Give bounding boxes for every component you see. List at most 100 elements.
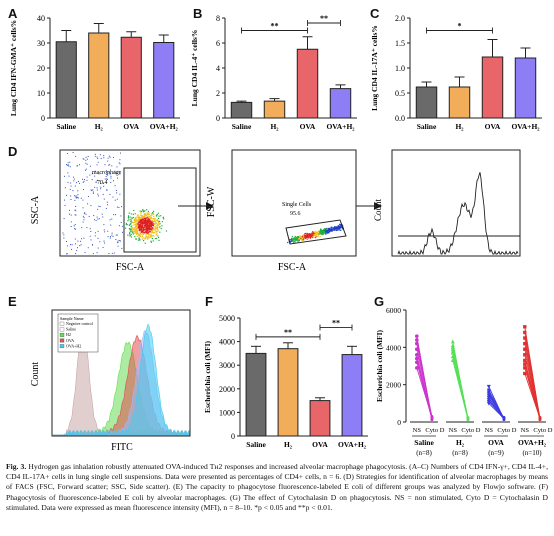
group-n-label: (n=9): [488, 449, 504, 457]
data-point: [415, 356, 419, 361]
x-tick-label: H₂: [284, 440, 293, 449]
bar: [448, 86, 471, 119]
paired-line: [416, 367, 433, 418]
y-axis-label: Lung CD4 IL-17A⁺ cells%: [370, 25, 379, 111]
panel-label-f: F: [205, 294, 213, 309]
caption-figure-number: Fig. 3.: [6, 462, 27, 471]
data-point: [523, 325, 527, 329]
bar: [88, 32, 110, 119]
y-tick-label: 6000: [386, 306, 401, 315]
y-tick-label: 20: [37, 64, 45, 73]
legend-label: Saline: [66, 327, 76, 332]
group-label: OVA: [488, 438, 504, 447]
bar: [245, 352, 267, 437]
dot1-xlabel: FSC-A: [116, 262, 145, 273]
gate-label-macrophage: macrophage: [92, 170, 122, 176]
dot2-xlabel: FSC-A: [278, 262, 307, 273]
dot-plot-single-cells: Single Cells 95.6 FSC-W FSC-A: [206, 149, 357, 273]
x-tick-label: OVA: [312, 440, 328, 449]
bar: [415, 86, 438, 119]
chart-c: 0.0 0.5 1.0 1.5 2.0 Saline H₂ OVA OVA+H₂ * Lung CD…: [370, 14, 542, 131]
significance-label: *: [458, 22, 462, 31]
data-point: [502, 417, 506, 420]
bar: [329, 88, 352, 119]
x-tick-label: OVA: [300, 122, 316, 131]
legend-swatch: [59, 327, 65, 332]
legend-swatch: [59, 321, 65, 326]
data-point: [415, 347, 419, 351]
bar: [341, 354, 363, 437]
y-tick-label: 2: [216, 89, 220, 98]
data-point: [523, 336, 527, 340]
x-tick-label: H₂: [270, 122, 279, 131]
legend-swatch: [59, 333, 65, 337]
data-point: [415, 360, 419, 365]
significance-label: **: [284, 328, 292, 337]
significance-label: **: [332, 318, 340, 327]
x-sub-label: Cyto D: [497, 427, 516, 434]
y-tick-label: 0: [397, 418, 401, 427]
x-tick-label: OVA+H₂: [150, 122, 179, 131]
group-n-label: (n=10): [522, 449, 542, 457]
group-label: OVA+H₂: [518, 438, 547, 447]
e-xlabel: FITC: [111, 442, 133, 453]
y-tick-label: 6: [216, 39, 220, 48]
group-n-label: (n=8): [452, 449, 468, 457]
y-tick-label: 1.5: [395, 39, 405, 48]
x-sub-label: Cyto D: [533, 427, 552, 434]
x-tick-label: Saline: [417, 122, 437, 131]
legend-label: OVA+H2: [66, 343, 81, 348]
data-point: [523, 358, 527, 363]
bar: [296, 48, 319, 119]
data-point: [415, 334, 419, 338]
paired-line: [416, 349, 433, 417]
x-tick-label: OVA: [123, 122, 139, 131]
data-point: [415, 353, 419, 357]
bar: [263, 100, 286, 119]
x-sub-label: Cyto D: [461, 427, 480, 434]
paired-line: [524, 354, 541, 418]
histogram-panel: Count: [373, 149, 521, 257]
y-tick-label: 1.0: [395, 64, 405, 73]
data-point: [466, 416, 470, 419]
group-label: Saline: [414, 438, 434, 447]
dot2-ylabel: FSC-W: [206, 186, 217, 217]
hist-ylabel: Count: [373, 199, 383, 222]
data-point: [523, 353, 527, 357]
x-tick-label: Saline: [246, 440, 266, 449]
legend-title: Sample Name: [60, 316, 84, 321]
y-tick-label: 0: [231, 432, 235, 441]
gate-value-single: 95.6: [290, 211, 301, 217]
paired-line: [488, 401, 505, 418]
gate-value-macrophage: 70.4: [97, 180, 108, 186]
bar: [309, 400, 331, 437]
histogram-curve: [53, 323, 190, 437]
data-point: [486, 401, 491, 406]
y-tick-label: 4000: [386, 343, 401, 352]
data-point: [523, 347, 527, 351]
y-tick-label: 4: [216, 64, 220, 73]
caption-text: Hydrogen gas inhalation robustly attenua…: [6, 462, 548, 512]
x-sub-label: NS: [413, 427, 422, 434]
data-point: [430, 415, 434, 419]
x-tick-label: OVA: [485, 122, 501, 131]
panel-label-b: B: [193, 6, 203, 21]
group-label: H₂: [456, 438, 465, 447]
chart-f: 0 1000 2000 3000 4000 5000 Saline H₂ OVA OVA+H₂ **…: [203, 314, 368, 449]
significance-label: **: [320, 14, 328, 23]
macrophage-gate: [123, 167, 197, 253]
x-tick-label: Saline: [232, 122, 252, 131]
legend-swatch: [59, 338, 65, 343]
data-point: [415, 341, 419, 346]
panel-label-a: A: [8, 6, 18, 21]
y-axis-label: Lung CD4 IL-4⁺ cells%: [190, 30, 199, 107]
y-axis-label: Lung CD4 IFN-GMA⁺ cells%: [9, 20, 18, 116]
significance-label: **: [271, 22, 279, 31]
x-tick-label: OVA+H₂: [511, 122, 540, 131]
paired-line: [452, 347, 469, 418]
panel-label-e: E: [8, 294, 17, 309]
data-point: [486, 384, 491, 389]
